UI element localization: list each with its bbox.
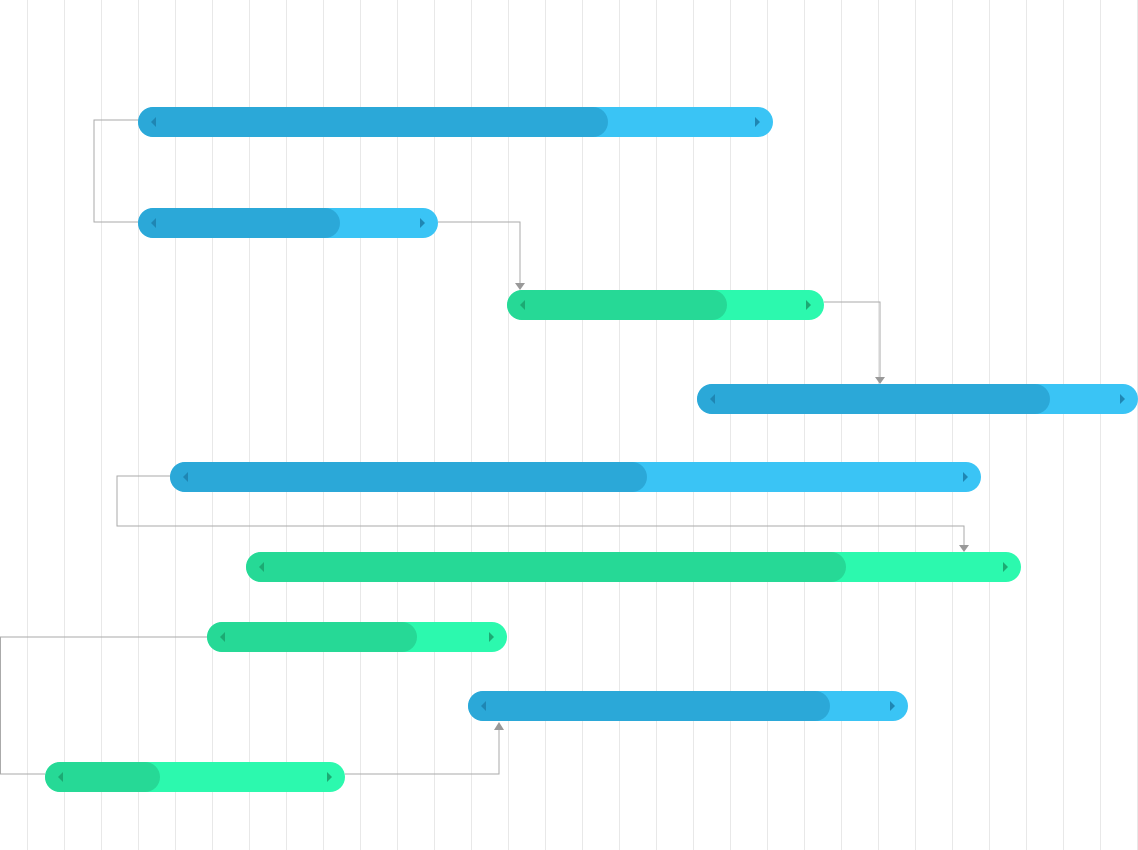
task-bar <box>507 290 824 320</box>
bar-progress <box>45 762 160 792</box>
task-bar <box>170 462 981 492</box>
link <box>116 475 965 546</box>
bar-progress <box>468 691 830 721</box>
left-handle <box>520 300 525 310</box>
task-bar <box>697 384 1138 414</box>
dependency-links <box>0 119 969 775</box>
right-handle <box>327 772 332 782</box>
task-bar <box>207 622 507 652</box>
bar-progress <box>246 552 846 582</box>
left-handle <box>710 394 715 404</box>
right-handle <box>420 218 425 228</box>
link <box>438 221 521 285</box>
left-handle <box>151 218 156 228</box>
right-handle <box>890 701 895 711</box>
bar-progress <box>138 208 340 238</box>
left-handle <box>58 772 63 782</box>
right-handle <box>755 117 760 127</box>
task-bars <box>45 107 1138 792</box>
right-handle <box>489 632 494 642</box>
left-handle <box>220 632 225 642</box>
link <box>345 729 500 775</box>
link <box>93 119 138 223</box>
bar-progress <box>697 384 1050 414</box>
bar-progress <box>170 462 647 492</box>
link <box>0 636 207 775</box>
task-bar <box>468 691 908 721</box>
left-handle <box>259 562 264 572</box>
arrow <box>959 545 969 552</box>
arrow <box>494 722 504 730</box>
task-bar <box>246 552 1021 582</box>
bar-progress <box>507 290 727 320</box>
task-bar <box>45 762 345 792</box>
arrow <box>515 283 525 290</box>
link <box>824 301 881 378</box>
right-handle <box>1003 562 1008 572</box>
arrow <box>875 377 885 384</box>
task-bar <box>138 208 438 238</box>
task-bar <box>138 107 773 137</box>
right-handle <box>806 300 811 310</box>
bar-progress <box>207 622 417 652</box>
left-handle <box>481 701 486 711</box>
right-handle <box>963 472 968 482</box>
left-handle <box>151 117 156 127</box>
bar-progress <box>138 107 608 137</box>
right-handle <box>1120 394 1125 404</box>
left-handle <box>183 472 188 482</box>
